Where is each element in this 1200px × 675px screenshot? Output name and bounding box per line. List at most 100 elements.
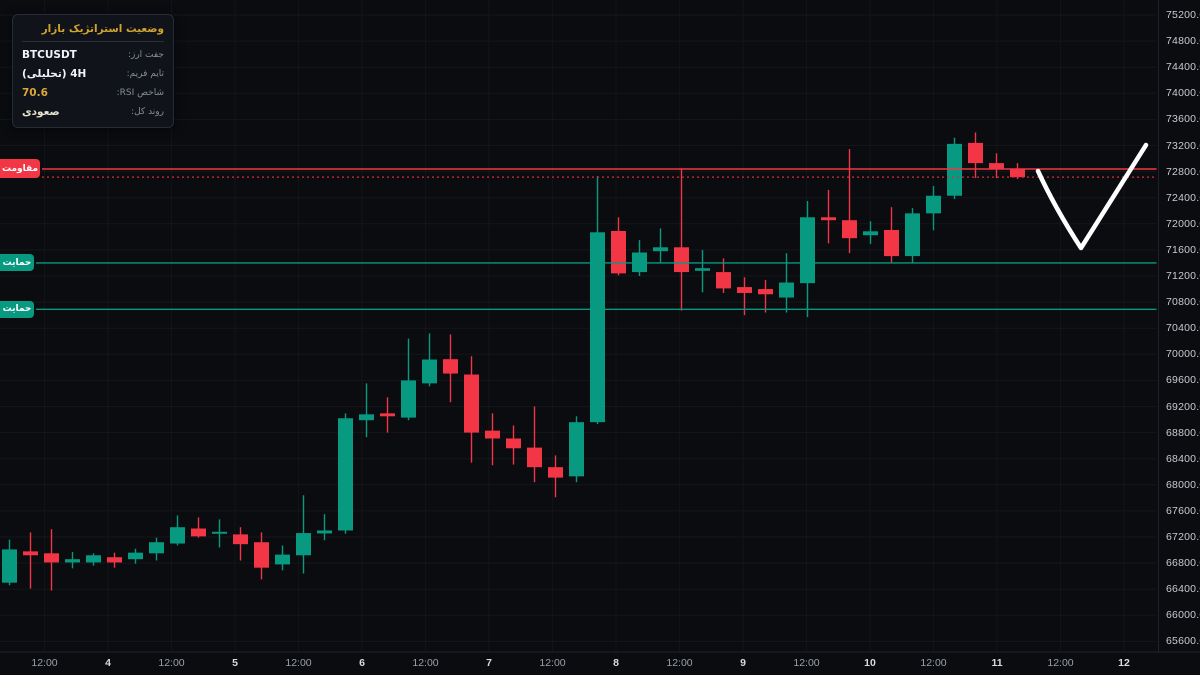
pair-value: BTCUSDT (22, 49, 77, 61)
trend-value: صعودی (22, 106, 60, 118)
price-tick-label: 66000.00 (1166, 609, 1200, 622)
candle-body (716, 272, 731, 289)
price-tick-label: 67600.00 (1166, 504, 1200, 517)
candle-body (464, 374, 479, 433)
panel-title: وضعیت استراتژیک بازار (22, 22, 164, 42)
candle-body (23, 551, 38, 556)
candle-body (968, 142, 983, 164)
price-tick-label: 65600.00 (1166, 635, 1200, 648)
price-tick-label: 74000.00 (1166, 87, 1200, 100)
trend-arrow-drawing[interactable] (1035, 142, 1149, 251)
candle-body (506, 438, 521, 449)
candle-body (884, 229, 899, 257)
candle-body (653, 247, 668, 252)
candle-body (1010, 168, 1025, 178)
time-tick-label: 12:00 (666, 657, 693, 669)
time-tick-label: 12:00 (920, 657, 947, 669)
candle-body (380, 413, 395, 417)
candle-body (569, 422, 584, 477)
candle-body (989, 163, 1004, 169)
panel-row-pair: جفت ارز: BTCUSDT (22, 49, 164, 61)
candle-body (2, 549, 17, 583)
time-tick-label: 10 (864, 657, 876, 669)
time-tick-label: 12:00 (412, 657, 439, 669)
candle-body (485, 430, 500, 439)
price-tick-label: 71200.00 (1166, 270, 1200, 282)
time-tick-label: 12:00 (1047, 657, 1074, 669)
time-tick-label: 12:00 (793, 657, 820, 669)
candle-body (233, 534, 248, 545)
candle-body (842, 220, 857, 239)
resistance-tag: مقاومت (0, 159, 40, 179)
price-tick-label: 74800.00 (1166, 35, 1200, 48)
candle-body (548, 467, 563, 478)
price-tick-label: 71600.00 (1166, 243, 1200, 256)
support-tag: حمایت (0, 300, 34, 318)
price-tick-label: 68800.00 (1166, 426, 1200, 439)
trend-label: روند کل: (131, 107, 164, 117)
time-tick-label: 12:00 (539, 657, 566, 669)
candle-body (800, 217, 815, 284)
candle-body (254, 542, 269, 568)
panel-row-timeframe: تایم فریم: 4H (تحلیلی) (22, 68, 164, 80)
candle-body (86, 555, 101, 563)
candle-body (191, 528, 206, 537)
candle-body (212, 531, 227, 534)
candles-series (2, 132, 1025, 591)
candle-body (947, 143, 962, 196)
time-tick-label: 4 (105, 657, 111, 669)
price-tick-label: 72800.00 (1166, 165, 1200, 178)
candle-body (401, 380, 416, 418)
price-tick-label: 72000.00 (1166, 217, 1200, 230)
price-tick-label: 69600.00 (1166, 374, 1200, 387)
candle-body (359, 414, 374, 421)
price-tick-label: 66400.00 (1166, 583, 1200, 596)
candle-body (674, 247, 689, 273)
time-tick-label: 8 (613, 657, 619, 669)
panel-row-trend: روند کل: صعودی (22, 106, 164, 118)
price-tick-label: 68400.00 (1166, 452, 1200, 465)
time-tick-label: 12:00 (158, 657, 185, 669)
candle-body (317, 530, 332, 534)
candle-body (149, 542, 164, 554)
candle-body (128, 552, 143, 560)
time-tick-label: 12:00 (285, 657, 312, 669)
price-tick-label: 66800.00 (1166, 557, 1200, 570)
time-tick-label: 6 (359, 657, 365, 669)
price-tick-label: 73600.00 (1166, 113, 1200, 126)
price-tick-label: 74400.00 (1166, 61, 1200, 74)
panel-row-rsi: شاخص RSI: 70.6 (22, 87, 164, 99)
support-tag: حمایت (0, 254, 34, 272)
level-lines (36, 168, 1157, 310)
candle-body (443, 359, 458, 374)
time-tick-label: 5 (232, 657, 238, 669)
candle-body (44, 553, 59, 563)
candle-body (695, 268, 710, 271)
candle-body (107, 557, 122, 563)
candle-body (905, 213, 920, 257)
price-tick-label: 67200.00 (1166, 531, 1200, 543)
candle-body (422, 359, 437, 384)
candle-body (863, 231, 878, 236)
candle-body (821, 217, 836, 221)
time-tick-label: 7 (486, 657, 492, 669)
time-tick-label: 9 (740, 657, 746, 669)
candle-body (590, 232, 605, 423)
candle-body (737, 287, 752, 293)
pair-label: جفت ارز: (127, 50, 164, 60)
candle-body (527, 447, 542, 468)
price-tick-label: 70400.00 (1166, 322, 1200, 335)
price-tick-label: 70000.00 (1166, 348, 1200, 361)
timeframe-label: تایم فریم: (126, 69, 164, 79)
time-tick-label: 11 (991, 657, 1003, 669)
candle-body (338, 418, 353, 531)
candle-body (65, 559, 80, 563)
price-tick-label: 70800.00 (1166, 296, 1200, 309)
price-tick-label: 75200.00 (1166, 9, 1200, 21)
price-tick-label: 73200.00 (1166, 139, 1200, 152)
candle-body (275, 554, 290, 565)
rsi-label: شاخص RSI: (116, 88, 164, 98)
candle-body (611, 230, 626, 274)
